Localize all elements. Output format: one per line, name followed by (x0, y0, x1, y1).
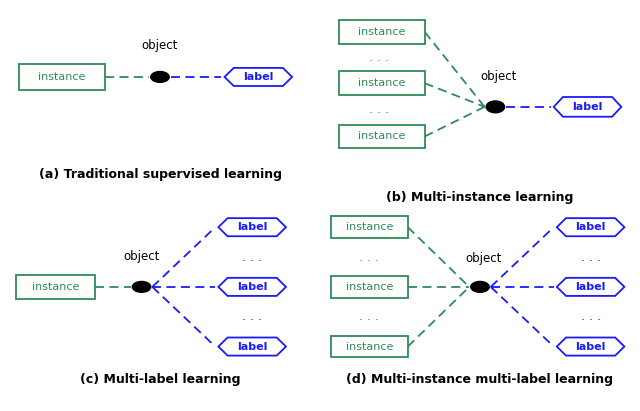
Text: . . .: . . . (580, 310, 600, 323)
Text: label: label (237, 282, 268, 292)
Polygon shape (225, 68, 292, 86)
Polygon shape (557, 337, 625, 356)
Text: . . .: . . . (242, 310, 262, 323)
Text: label: label (575, 222, 606, 232)
FancyBboxPatch shape (339, 125, 425, 148)
Text: instance: instance (346, 282, 393, 292)
FancyBboxPatch shape (331, 276, 408, 298)
Text: label: label (575, 282, 606, 292)
Text: object: object (142, 39, 178, 52)
Text: instance: instance (38, 72, 85, 82)
Polygon shape (218, 278, 286, 296)
Text: object: object (124, 250, 160, 263)
Text: (c) Multi-label learning: (c) Multi-label learning (80, 373, 240, 386)
Text: label: label (572, 102, 603, 112)
Polygon shape (557, 278, 625, 296)
Polygon shape (218, 218, 286, 236)
Text: label: label (575, 342, 606, 351)
Text: . . .: . . . (580, 251, 600, 263)
Text: instance: instance (346, 222, 393, 232)
Text: . . .: . . . (360, 251, 380, 263)
Text: instance: instance (346, 342, 393, 351)
Text: instance: instance (358, 27, 405, 37)
Text: instance: instance (32, 282, 79, 292)
FancyBboxPatch shape (339, 20, 425, 44)
FancyBboxPatch shape (339, 72, 425, 95)
Polygon shape (554, 97, 621, 117)
FancyBboxPatch shape (331, 216, 408, 238)
Text: . . .: . . . (360, 310, 380, 323)
Text: object: object (480, 70, 516, 83)
Text: . . .: . . . (369, 103, 388, 116)
Text: (a) Traditional supervised learning: (a) Traditional supervised learning (38, 168, 282, 181)
Text: label: label (243, 72, 273, 82)
FancyBboxPatch shape (331, 336, 408, 358)
Circle shape (151, 72, 169, 82)
Text: (d) Multi-instance multi-label learning: (d) Multi-instance multi-label learning (346, 373, 614, 386)
Text: object: object (465, 252, 501, 265)
Text: label: label (237, 342, 268, 351)
Circle shape (486, 101, 504, 113)
Polygon shape (557, 218, 625, 236)
Polygon shape (218, 337, 286, 356)
Text: label: label (237, 222, 268, 232)
Text: instance: instance (358, 132, 405, 141)
Text: . . .: . . . (369, 51, 388, 64)
Circle shape (471, 282, 489, 292)
FancyBboxPatch shape (19, 64, 105, 90)
Text: instance: instance (358, 78, 405, 88)
Text: . . .: . . . (242, 251, 262, 263)
Text: (b) Multi-instance learning: (b) Multi-instance learning (387, 191, 573, 204)
FancyBboxPatch shape (15, 275, 95, 299)
Circle shape (132, 282, 151, 292)
